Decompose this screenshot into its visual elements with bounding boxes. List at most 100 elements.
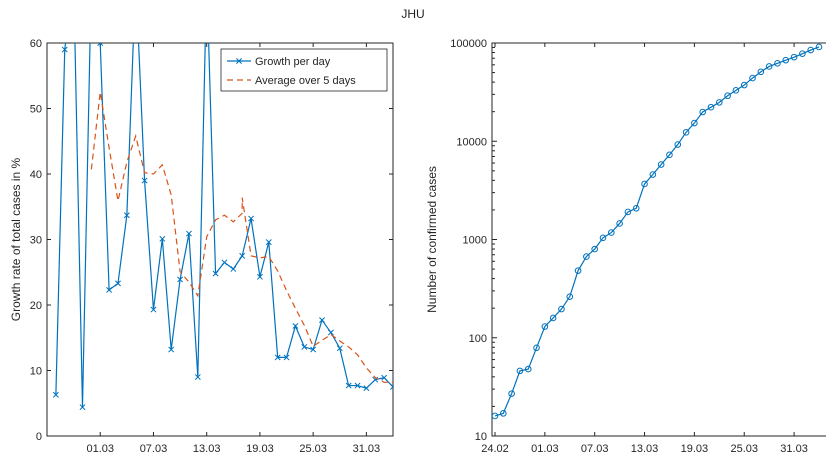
confirmed-cases-marker [749, 74, 756, 82]
confirmed-cases-marker [666, 151, 673, 159]
growth-per-day-marker [52, 391, 59, 398]
five-day-average-line [90, 92, 393, 383]
confirmed-cases-marker [732, 87, 740, 94]
growth-per-day-marker [123, 212, 130, 219]
x-tick-label: 07.03 [581, 443, 609, 455]
confirmed-cases-marker [491, 412, 499, 420]
confirmed-cases-marker [649, 171, 657, 178]
legend-box [220, 48, 388, 92]
growth-per-day-marker [194, 374, 201, 381]
confirmed-cases-marker [516, 367, 524, 375]
confirmed-cases-marker [508, 390, 515, 397]
confirmed-cases-marker [724, 92, 731, 100]
x-tick-label: 07.03 [140, 443, 168, 455]
plot-series-group [52, 43, 393, 411]
page-title: JHU [401, 7, 425, 21]
growth-per-day-marker [239, 252, 246, 259]
confirmed-cases-marker [541, 323, 549, 330]
y-tick-label: 40 [30, 169, 42, 181]
confirmed-cases-marker [500, 410, 507, 417]
growth-per-day-marker [61, 46, 68, 53]
x-tick-label: 25.03 [299, 443, 327, 455]
x-tick-label: 31.03 [780, 443, 808, 455]
growth-per-day-marker [230, 266, 237, 272]
confirmed-cases-marker [574, 267, 582, 274]
confirmed-cases-marker [682, 129, 690, 136]
confirmed-cases-marker [707, 103, 715, 111]
growth-per-day-marker [381, 374, 388, 381]
x-tick-label: 25.03 [730, 443, 758, 455]
x-tick-label: 19.03 [246, 443, 274, 455]
plot-area-frame [46, 42, 394, 437]
growth-per-day-marker [354, 382, 361, 389]
growth-per-day-marker [115, 280, 121, 287]
growth-rate-chart: 0 10 20 30 40 50 60 01.03 07.03 13.03 19.03 25.03 31… [9, 38, 394, 455]
confirmed-cases-marker [632, 204, 640, 212]
legend-marker [236, 58, 242, 64]
growth-per-day-marker [390, 383, 393, 390]
growth-per-day-marker [248, 215, 255, 222]
growth-per-day-marker [97, 43, 104, 46]
growth-per-day-marker [168, 346, 175, 353]
growth-per-day-marker [319, 317, 325, 324]
y-axis-label: Growth rate of total cases in % [9, 157, 23, 321]
confirmed-cases-marker [790, 53, 798, 61]
growth-per-day-marker [150, 306, 157, 313]
growth-per-day-marker [79, 404, 86, 411]
plot-area-frame [491, 42, 826, 437]
growth-per-day-marker [283, 354, 290, 361]
legend-entry-label: Growth per day [255, 56, 331, 68]
confirmed-cases-marker [716, 99, 723, 106]
confirmed-cases-marker [657, 161, 665, 168]
y-tick-label: 100000 [450, 38, 487, 50]
confirmed-cases-marker [566, 293, 574, 300]
confirmed-cases-marker [558, 305, 565, 313]
confirmed-cases-marker [782, 56, 790, 64]
growth-per-day-marker [256, 273, 263, 280]
y-tick-label: 50 [30, 104, 42, 116]
confirmed-cases-marker [774, 60, 781, 67]
confirmed-cases-marker [641, 180, 648, 188]
x-tick-label: 19.03 [681, 443, 709, 455]
x-tick-label: 24.02 [481, 443, 509, 455]
y-tick-label: 10 [475, 431, 487, 443]
y-tick-label: 60 [30, 38, 42, 50]
confirmed-cases-marker [815, 43, 823, 51]
y-tick-label: 20 [30, 300, 42, 312]
x-tick-label: 13.03 [631, 443, 659, 455]
growth-per-day-marker [274, 354, 281, 361]
confirmed-cases-marker [740, 81, 748, 89]
x-tick-label: 31.03 [353, 443, 381, 455]
confirmed-cases-marker [583, 253, 590, 260]
y-tick-label: 10000 [456, 136, 487, 148]
confirmed-cases-marker [533, 344, 540, 352]
confirmed-cases-marker [524, 365, 532, 373]
growth-per-day-marker [363, 385, 370, 392]
growth-per-day-marker [106, 286, 113, 293]
confirmed-cases-marker [591, 245, 598, 253]
legend-entry-label: Average over 5 days [255, 75, 356, 87]
growth-per-day-marker [336, 345, 343, 352]
confirmed-cases-marker [549, 314, 557, 322]
confirmed-cases-marker [674, 141, 682, 148]
confirmed-cases-marker [608, 229, 615, 236]
x-tick-label: 01.03 [86, 443, 114, 455]
confirmed-cases-marker [624, 208, 632, 216]
growth-per-day-marker [301, 343, 308, 350]
growth-per-day-marker [185, 230, 192, 237]
growth-per-day-marker [212, 270, 219, 277]
growth-per-day-marker [221, 259, 228, 266]
y-tick-label: 1000 [463, 235, 487, 247]
x-tick-label: 01.03 [531, 443, 559, 455]
confirmed-cases-marker [757, 68, 765, 76]
growth-per-day-marker [292, 323, 299, 329]
confirmed-cases-marker [599, 234, 607, 242]
growth-per-day-marker [141, 177, 148, 184]
y-tick-label: 0 [36, 431, 42, 443]
growth-per-day-marker [177, 276, 184, 283]
y-tick-label: 100 [469, 333, 487, 345]
confirmed-cases-marker [765, 63, 773, 70]
growth-per-day-marker [265, 239, 272, 246]
confirmed-cases-marker [699, 108, 706, 116]
confirmed-cases-chart: 10 100 1000 10000 100000 24.02 01.03 07.03 13.03… [425, 38, 826, 455]
